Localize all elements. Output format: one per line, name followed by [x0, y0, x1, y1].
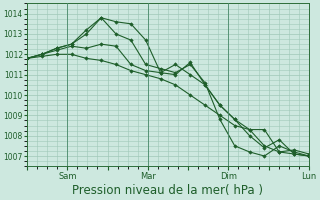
X-axis label: Pression niveau de la mer( hPa ): Pression niveau de la mer( hPa ) [72, 184, 263, 197]
